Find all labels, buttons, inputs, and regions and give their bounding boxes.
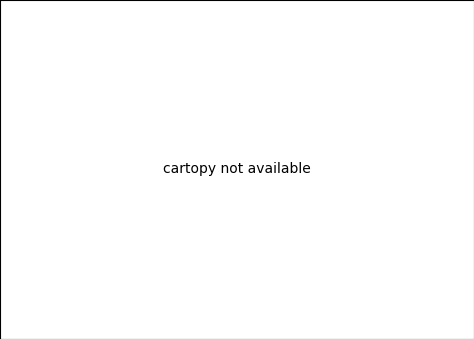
- Text: cartopy not available: cartopy not available: [163, 162, 311, 177]
